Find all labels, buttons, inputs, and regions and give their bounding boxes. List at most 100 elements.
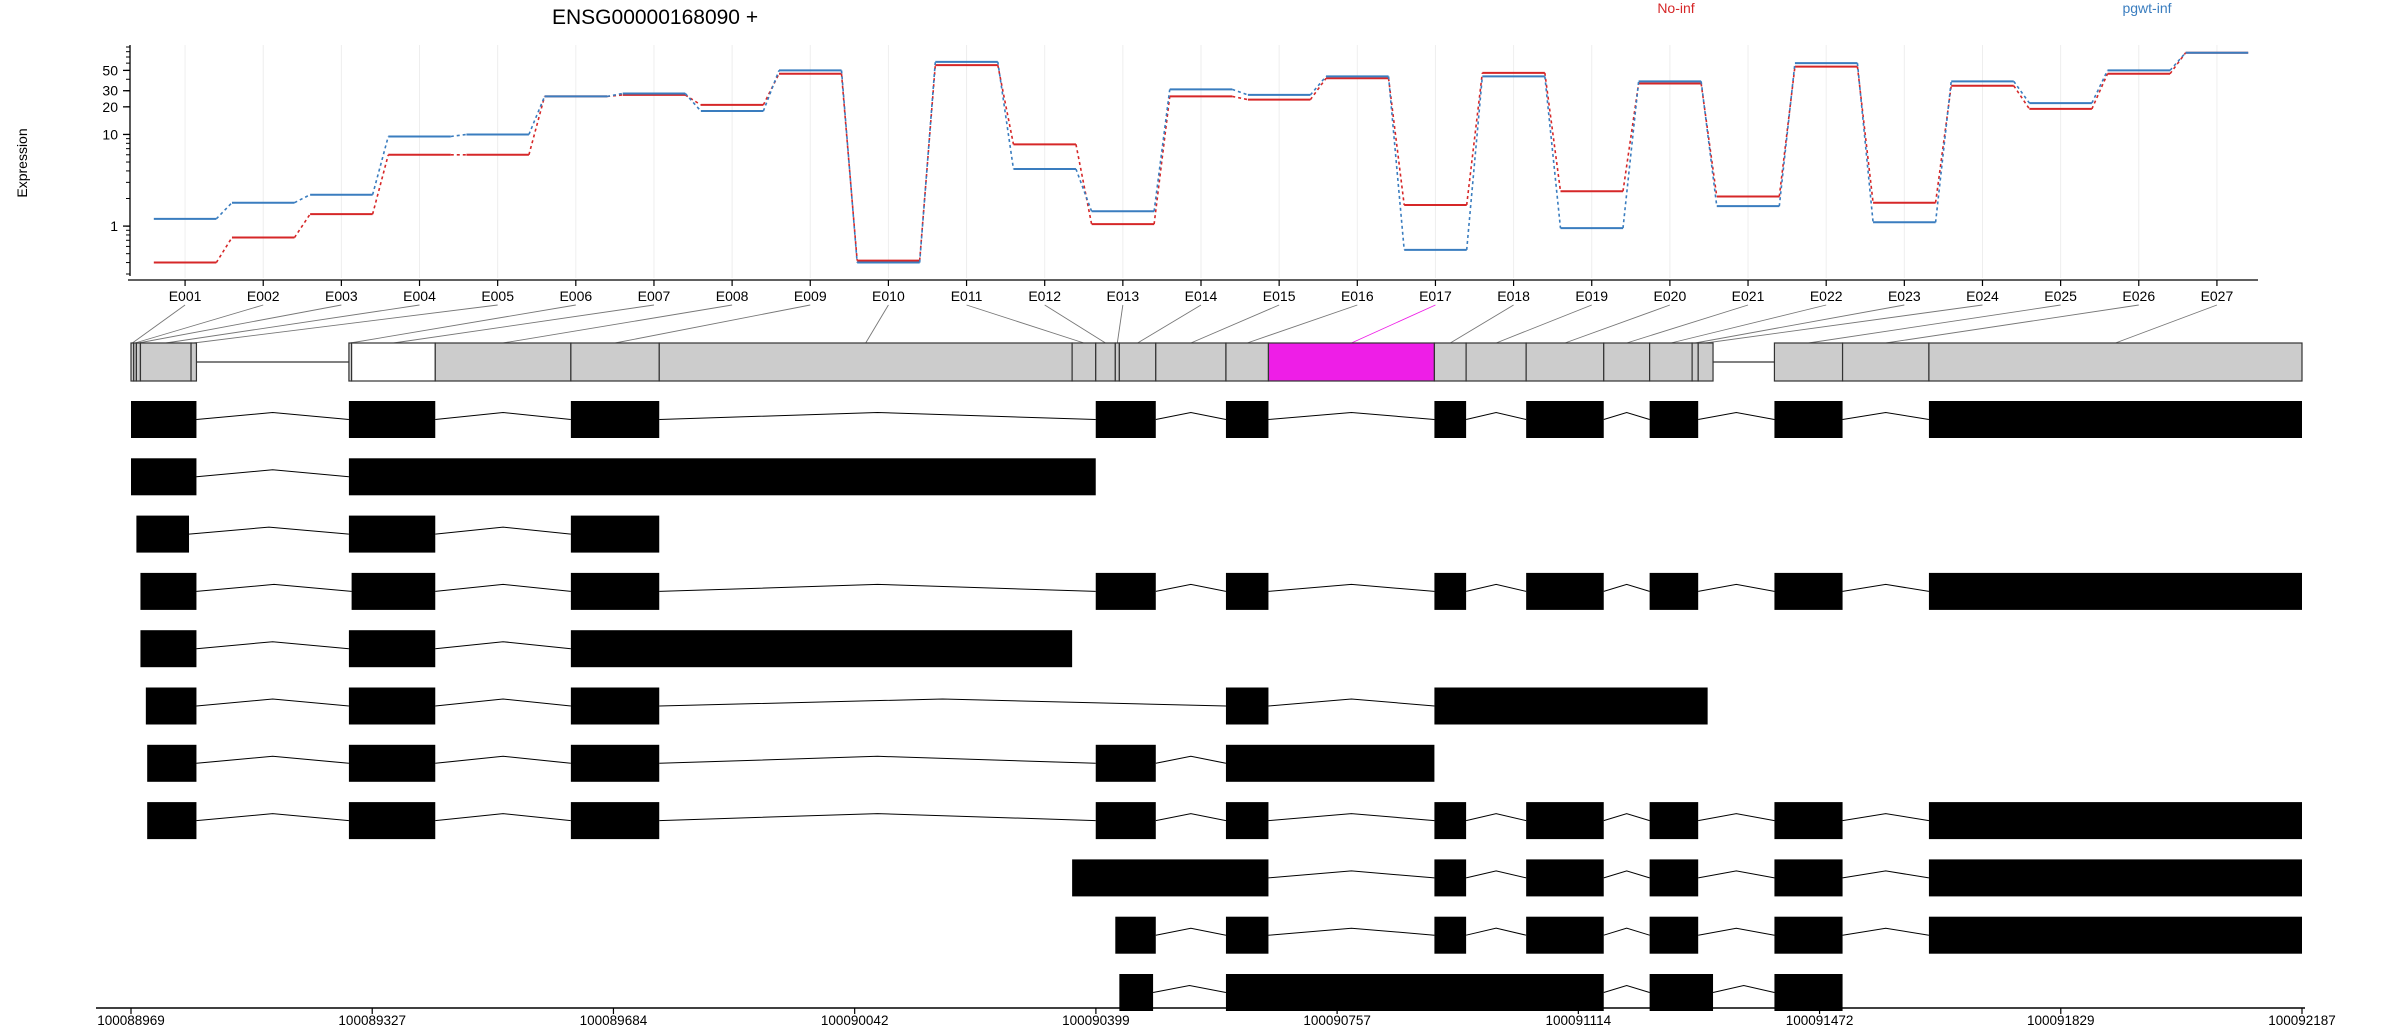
exon-bin-e008 (434, 342, 572, 382)
series-connector-pgwt-inf (2169, 52, 2187, 71)
transcript-intron (1842, 583, 1930, 592)
series-connector-no-inf (293, 213, 311, 238)
exon-bin-e022 (1649, 342, 1693, 382)
exon-bin-e005 (190, 342, 198, 382)
transcript-exon (1774, 802, 1843, 840)
transcript-intron (196, 813, 349, 822)
x-tick-label-e021: E021 (1732, 288, 1765, 304)
series-connector-no-inf (1153, 96, 1171, 225)
transcript-intron (1466, 583, 1527, 592)
series-connector-pgwt-inf (684, 92, 702, 112)
transcript-exon (1095, 802, 1156, 840)
x-tick-label-e006: E006 (559, 288, 592, 304)
series-connector-no-inf (1778, 66, 1796, 197)
transcript-exon (1928, 572, 2302, 610)
transcript-intron (1603, 583, 1650, 592)
transcript-exon (1928, 802, 2302, 840)
exon-bin-e019 (1465, 342, 1527, 382)
transcript-intron (435, 641, 571, 650)
transcript-intron (1268, 870, 1435, 879)
series-connector-pgwt-inf (371, 136, 390, 195)
series-connector-pgwt-inf (1309, 75, 1327, 96)
exon-bin-e018 (1433, 342, 1467, 382)
transcript-exon (1649, 802, 1699, 840)
transcript-exon (136, 515, 190, 553)
y-tick-label: 50 (102, 62, 118, 78)
transcript-exon (1526, 401, 1604, 438)
transcript-intron (1152, 984, 1227, 993)
transcript-intron (659, 698, 1226, 707)
transcript-exon (1928, 916, 2302, 954)
exon-bin-e026 (1841, 342, 1930, 382)
transcript-exon (1774, 572, 1843, 610)
legend-label-pgwt-inf: pgwt-inf (2122, 0, 2171, 16)
genomic-tick-label: 100089684 (580, 1013, 648, 1028)
series-connector-pgwt-inf (1856, 63, 1874, 223)
transcript-intron (435, 526, 571, 535)
series-connector-pgwt-inf (606, 92, 623, 98)
transcript-exon (570, 687, 660, 725)
transcript-intron (1698, 927, 1775, 936)
transcript-intron (1603, 813, 1650, 822)
bin-connector-e001 (132, 304, 186, 344)
transcript-exon (1225, 401, 1269, 438)
genomic-tick-label: 100090399 (1062, 1013, 1130, 1028)
transcript-exon (570, 572, 660, 610)
genomic-tick-label: 100089327 (338, 1013, 406, 1028)
exon-bin-e010 (658, 342, 1073, 382)
transcript-exon (131, 458, 197, 496)
bin-connector-e010 (865, 304, 889, 344)
y-tick-label: 1 (110, 218, 118, 234)
series-connector-no-inf (528, 96, 546, 155)
transcript-intron (188, 526, 349, 535)
bin-connector-e004 (165, 304, 420, 344)
genomic-tick-label: 100090757 (1303, 1013, 1371, 1028)
series-connector-pgwt-inf (1231, 88, 1249, 96)
transcript-exon (1119, 974, 1154, 1011)
transcript-exon (1928, 859, 2302, 897)
expression-series (153, 51, 2249, 264)
x-tick-label-e019: E019 (1575, 288, 1608, 304)
transcript-intron (196, 411, 349, 420)
x-tick-label-e024: E024 (1966, 288, 1999, 304)
series-connector-no-inf (762, 73, 780, 106)
bin-connector-e009 (614, 304, 811, 344)
x-tick-label-e002: E002 (247, 288, 280, 304)
exon-bin-e020 (1525, 342, 1605, 382)
y-axis-label: Expression (14, 128, 30, 197)
x-tick-label-e011: E011 (951, 288, 983, 304)
transcript-intron (1603, 411, 1650, 420)
bin-connector-e026 (1885, 304, 2139, 344)
series-connector-pgwt-inf (294, 193, 311, 204)
series-connector-pgwt-inf (528, 96, 546, 135)
transcript-intron (196, 755, 349, 764)
series-connector-no-inf (2013, 85, 2031, 110)
transcript-exon (1526, 572, 1604, 610)
series-connector-pgwt-inf (215, 202, 233, 220)
exon-bin-e023 (1691, 342, 1699, 382)
exon-bin-e025 (1773, 342, 1844, 382)
transcript-intron (1842, 813, 1930, 822)
transcript-intron (659, 411, 1096, 420)
transcript-exon (1225, 572, 1269, 610)
transcript-intron (1698, 411, 1775, 420)
bin-connector-e003 (138, 304, 342, 344)
bin-connector-e005 (193, 304, 498, 344)
genomic-tick-label: 100091829 (2027, 1013, 2095, 1028)
transcript-intron (1155, 813, 1227, 822)
exon-bin-e009 (570, 342, 660, 382)
exon-bin-e004 (139, 342, 192, 382)
transcript-exon (348, 630, 436, 668)
transcript-exon (1526, 802, 1604, 840)
transcript-intron (1842, 927, 1930, 936)
series-connector-no-inf (840, 73, 858, 261)
series-connector-no-inf (1309, 77, 1327, 101)
series-connector-pgwt-inf (1544, 76, 1562, 229)
series-connector-pgwt-inf (1934, 81, 1953, 223)
transcript-exon (131, 401, 197, 438)
transcript-intron (196, 698, 349, 707)
bin-connector-e002 (134, 304, 264, 344)
transcript-exon (1095, 744, 1156, 782)
genomic-coordinate-axis: 100088969 100089327 100089684 100090042 1000… (96, 1007, 2336, 1028)
series-connector-pgwt-inf (1465, 76, 1484, 250)
